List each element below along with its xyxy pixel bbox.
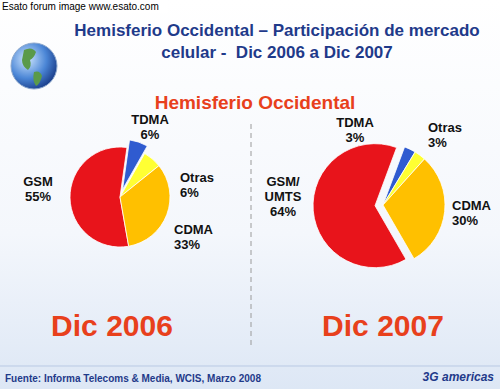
chart-title: Dic 2007	[322, 309, 444, 342]
divider	[251, 124, 252, 345]
source: Fuente: Informa Telecoms & Media, WCIS, …	[5, 373, 261, 384]
slice-value: 3%	[428, 135, 447, 150]
pie-chart: GSM/UMTS64%TDMA3%Otras3%CDMA30%Dic 2007	[265, 115, 492, 342]
globe-sphere	[11, 43, 57, 89]
slice-value: 64%	[270, 204, 296, 219]
slice-label-line: TDMA	[336, 115, 374, 130]
slice-label: TDMA	[336, 115, 374, 130]
pie-slice	[383, 159, 445, 259]
slice-label-line: CDMA	[174, 222, 214, 237]
title: Hemisferio Occidental – Participación de…	[74, 21, 479, 40]
logo: 3G americas	[423, 370, 495, 384]
slice-value: 33%	[174, 237, 200, 252]
slice-label-line: GSM/	[266, 174, 300, 189]
slice-label: TDMA	[131, 112, 169, 127]
slice-label-line: Otras	[428, 120, 462, 135]
chart-title: Dic 2006	[51, 309, 173, 342]
globe-land	[22, 48, 36, 70]
canvas: Esato forum image www.esato.com Hemisferi…	[0, 0, 500, 389]
pie-slice	[120, 166, 170, 247]
slice-label: Otras	[180, 170, 214, 185]
pie-chart: GSM55%TDMA6%Otras6%CDMA33%Dic 2006	[23, 112, 214, 342]
slice-label-line: Otras	[180, 170, 214, 185]
watermark: Esato forum image www.esato.com	[2, 1, 159, 12]
title: celular - Dic 2006 a Dic 2007	[161, 43, 393, 62]
slice-label: CDMA	[174, 222, 214, 237]
slice-label: GSM/UMTS	[265, 174, 302, 204]
page: Esato forum image www.esato.com Hemisferi…	[0, 0, 500, 389]
globe-land	[33, 72, 42, 87]
slice-value: 55%	[25, 189, 51, 204]
background	[0, 0, 500, 389]
globe	[11, 43, 57, 89]
slice-label-line: TDMA	[131, 112, 169, 127]
slice-value: 6%	[180, 185, 199, 200]
slice-value: 3%	[346, 130, 365, 145]
slice-value: 6%	[141, 127, 160, 142]
slice-label-line: CDMA	[452, 198, 492, 213]
slice-label: GSM	[23, 174, 53, 189]
watermark-bg	[0, 0, 168, 13]
slice-label-line: GSM	[23, 174, 53, 189]
footer-rule	[0, 366, 500, 367]
slice-label: CDMA	[452, 198, 492, 213]
subtitle: Hemisferio Occidental	[155, 92, 356, 113]
slice-label: Otras	[428, 120, 462, 135]
slice-label-line: UMTS	[265, 189, 302, 204]
slice-value: 30%	[452, 213, 478, 228]
